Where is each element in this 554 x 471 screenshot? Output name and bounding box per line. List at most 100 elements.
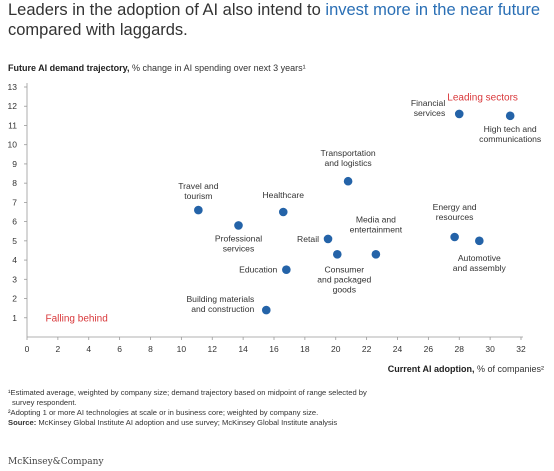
x-tick-label: 14 [238,344,248,354]
point-label-line: Education [239,265,277,275]
x-tick-label: 32 [516,344,526,354]
x-tick-label: 26 [424,344,434,354]
point-label: Professional services [215,233,262,253]
scatter-point [332,250,342,259]
y-axis-title-rest: % change in AI spending over next 3 year… [129,63,306,73]
point-label-line: Transportation [321,148,376,158]
x-tick-label: 22 [362,344,372,354]
point-label-line: Automotive [458,253,501,263]
scatter-point [505,111,515,121]
point-label: Building materials and construction [186,294,254,314]
point-label-line: and packaged [317,274,371,284]
x-tick-label: 24 [393,344,403,354]
point-label-line: Media and [356,214,396,224]
scatter-point [261,305,271,315]
point-label: Consumer and packaged goods [317,264,371,294]
x-tick-label: 0 [25,344,30,354]
x-tick-label: 20 [331,344,341,354]
x-axis-title-bold: Current AI adoption, [387,364,475,374]
x-tick-label: 30 [485,344,495,354]
headline-part2: compared with laggards. [8,21,188,39]
scatter-point [371,250,381,259]
point-label-line: and logistics [324,158,371,168]
point-label-line: services [223,243,255,253]
point-label-line: Financial [411,98,445,108]
point-label: Automotive and assembly [453,253,507,273]
x-tick-label: 12 [208,344,218,354]
y-tick-label: 12 [8,101,18,111]
source-text: McKinsey Global Institute AI adoption an… [36,418,338,427]
y-tick-label: 8 [12,178,17,188]
point-label: Retail [297,234,319,244]
point-label-line: Building materials [186,294,254,304]
falling-behind-annotation: Falling behind [46,314,108,325]
point-label-line: Healthcare [262,190,304,200]
point-label-line: Travel and [178,181,219,191]
y-axis-title: Future AI demand trajectory, % change in… [8,63,306,73]
x-axis-title: Current AI adoption, % of companies² [388,364,544,374]
y-tick-label: 4 [12,255,17,265]
scatter-point [343,176,353,186]
point-label: Education [239,265,277,275]
scatter-point [282,265,291,274]
point-label: Travel and tourism [178,181,219,201]
point-label: Healthcare [262,190,304,200]
headline-highlight: invest more in the near future [325,1,541,19]
point-label-line: Energy and [433,202,477,212]
footnote-1-continued: survey respondent. [12,398,77,407]
x-tick-label: 10 [177,344,187,354]
y-tick-label: 9 [12,159,17,169]
point-label-line: entertainment [350,224,403,234]
point-label: Financial services [411,98,445,118]
source-label: Source: [8,418,37,427]
y-tick-label: 2 [12,294,17,304]
x-tick-label: 16 [269,344,279,354]
scatter-point [278,207,288,217]
brand-logo: McKinsey&Company [8,457,104,467]
point-label-line: goods [333,284,356,294]
y-tick-label: 10 [8,140,18,150]
point-label: High tech and communications [479,124,541,144]
point-label: Energy and resources [433,202,477,222]
y-tick-label: 6 [12,217,17,227]
footnotes: ¹Estimated average, weighted by company … [8,388,528,428]
scatter-point [234,221,243,230]
point-label-line: and assembly [453,263,507,273]
point-label-line: and construction [191,304,254,314]
scatter-point [323,234,333,244]
point-label-line: Consumer [324,264,364,274]
source-line: Source: McKinsey Global Institute AI ado… [8,418,528,428]
y-tick-label: 7 [12,197,17,207]
point-label-line: communications [479,134,541,144]
point-label-line: Professional [215,233,262,243]
x-tick-label: 28 [455,344,465,354]
footnote-2: ²Adopting 1 or more AI technologies at s… [8,408,319,417]
point-label: Media and entertainment [350,214,403,234]
scatter-point [194,205,203,215]
y-tick-label: 5 [12,236,17,246]
scatter-point [454,109,464,119]
scatter-point [450,232,459,242]
leading-sectors-annotation: Leading sectors [447,92,518,103]
point-label-line: tourism [184,191,212,201]
footnote-1: ¹Estimated average, weighted by company … [8,388,367,397]
point-label-line: services [414,108,446,118]
headline-part1: Leaders in the adoption of AI also inten… [8,1,326,19]
x-tick-label: 4 [86,344,91,354]
x-tick-label: 18 [300,344,310,354]
y-tick-label: 3 [12,274,17,284]
point-label-line: Retail [297,234,319,244]
x-tick-label: 6 [117,344,122,354]
x-tick-label: 2 [56,344,61,354]
y-tick-label: 11 [8,120,17,130]
y-tick-label: 13 [8,82,18,92]
x-axis-title-rest: % of companies² [474,364,544,374]
point-label: Transportation and logistics [321,148,376,168]
x-tick-label: 8 [148,344,153,354]
scatter-point [475,236,484,246]
y-axis-title-bold: Future AI demand trajectory, [8,63,130,73]
chart-headline: Leaders in the adoption of AI also inten… [8,0,548,40]
y-tick-label: 1 [12,313,17,323]
point-label-line: High tech and [484,124,537,134]
